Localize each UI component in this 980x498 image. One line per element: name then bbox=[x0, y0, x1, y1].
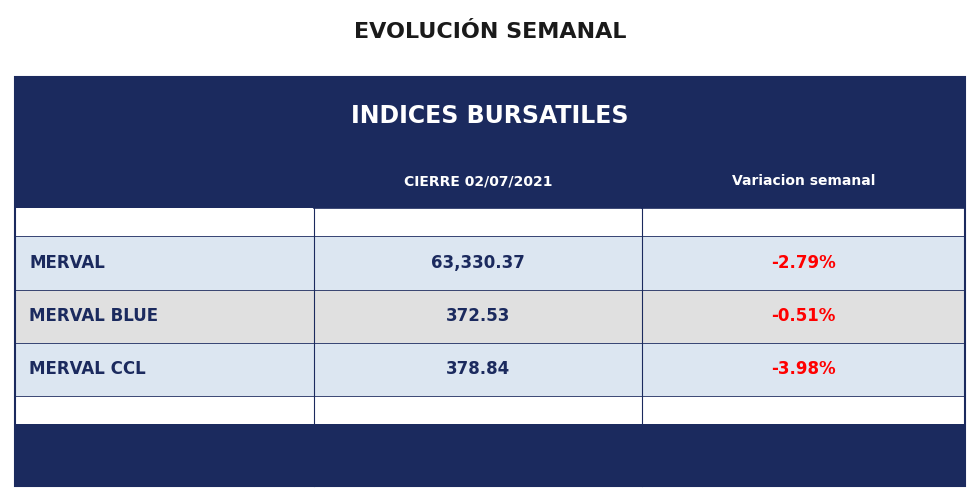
Text: EVOLUCIÓN SEMANAL: EVOLUCIÓN SEMANAL bbox=[354, 22, 626, 42]
Text: MERVAL: MERVAL bbox=[29, 254, 105, 272]
Text: MERVAL BLUE: MERVAL BLUE bbox=[29, 307, 159, 325]
Text: -2.79%: -2.79% bbox=[771, 254, 836, 272]
Text: INDICES BURSATILES: INDICES BURSATILES bbox=[351, 104, 629, 128]
Bar bbox=[15, 208, 965, 237]
Text: 372.53: 372.53 bbox=[446, 307, 511, 325]
Text: 378.84: 378.84 bbox=[446, 360, 511, 378]
Bar bbox=[15, 396, 965, 424]
Text: -0.51%: -0.51% bbox=[771, 307, 836, 325]
Text: CIERRE 02/07/2021: CIERRE 02/07/2021 bbox=[404, 174, 553, 188]
Text: 63,330.37: 63,330.37 bbox=[431, 254, 525, 272]
Text: -3.98%: -3.98% bbox=[771, 360, 836, 378]
Text: Variacion semanal: Variacion semanal bbox=[732, 174, 875, 188]
Text: MERVAL CCL: MERVAL CCL bbox=[29, 360, 146, 378]
